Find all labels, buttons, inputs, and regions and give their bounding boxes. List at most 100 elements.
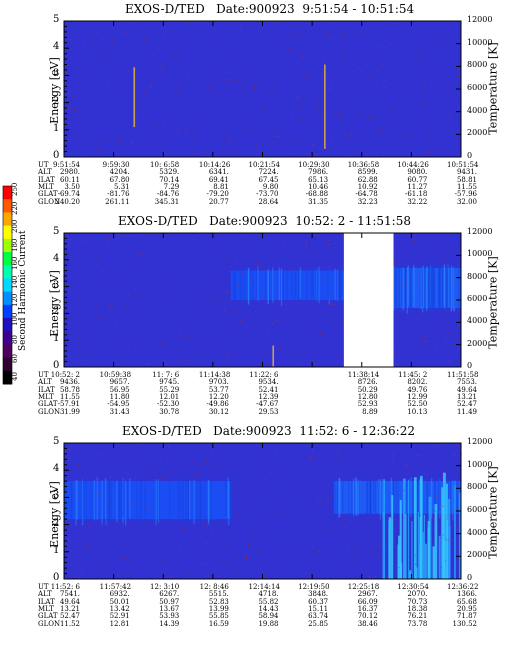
table-cell: 7224. [258, 168, 279, 177]
table-cell: 11:57:42 [99, 583, 132, 591]
table-cell: 9:59:30 [102, 161, 130, 169]
table-cell: 25.85 [308, 619, 329, 628]
table-cell: 130.52 [452, 619, 478, 628]
table-cell: 20.95 [456, 604, 477, 613]
panel-2-heatmap [63, 231, 462, 369]
table-cell: 9:51:54 [53, 161, 80, 169]
table-cell: -49.86 [206, 400, 229, 409]
table-cell: 12.99 [407, 392, 428, 401]
y-tick-label: 3 [53, 68, 60, 80]
data-gap [343, 231, 394, 369]
table-cell: 18.38 [407, 604, 428, 613]
flux-band [64, 477, 232, 526]
table-cell: 10:52: 2 [50, 371, 80, 379]
table-cell: 12.39 [258, 392, 279, 401]
table-cell: 60.11 [59, 175, 80, 184]
y-tick-label: 3 [53, 490, 60, 502]
table-row-label: UT [38, 583, 49, 591]
panel-1-heatmap [63, 20, 462, 158]
table-cell: 6341. [208, 168, 229, 177]
y-tick-label: 4 [53, 41, 60, 53]
table-cell: 12.81 [109, 619, 130, 628]
table-cell: 10:44:26 [397, 161, 429, 169]
table-cell: 69.41 [208, 175, 229, 184]
y2-tick-label: 6000 [467, 83, 488, 92]
table-cell: 4204. [109, 168, 130, 177]
table-cell: 11.52 [59, 619, 80, 628]
table-cell: 8.89 [362, 407, 378, 416]
table-row-label: ILAT [38, 175, 55, 184]
table-cell: 9.80 [262, 182, 279, 191]
colorbar-segment [3, 370, 12, 385]
y-tick-label: 1 [53, 333, 60, 345]
colorbar-segment [3, 199, 12, 213]
table-cell: 11:45: 2 [398, 371, 428, 379]
table-cell: -54.95 [107, 400, 130, 409]
table-cell: 10:21:54 [248, 161, 280, 169]
panel-2-y2label: Temperature [K] [486, 256, 500, 349]
colorbar-segment [3, 331, 12, 345]
table-cell: 9431. [456, 168, 477, 177]
table-cell: -73.70 [256, 190, 279, 199]
table-cell: -68.88 [305, 190, 329, 199]
table-row-label: ALT [38, 590, 52, 599]
table-cell: 53.77 [208, 385, 229, 394]
table-cell: -47.67 [256, 400, 279, 409]
y2-tick-label: 8000 [467, 271, 488, 281]
y-tick-label: 5 [53, 226, 60, 237]
table-cell: 9657. [109, 378, 130, 387]
table-cell: 30.78 [159, 407, 180, 416]
table-cell: 11:51:58 [447, 371, 479, 379]
table-cell: 67.80 [109, 175, 130, 184]
table-cell: 10.13 [407, 407, 428, 416]
table-cell: 11: 7: 6 [152, 371, 180, 379]
table-cell: 11.55 [59, 392, 80, 401]
table-cell: 19.88 [258, 619, 279, 628]
table-cell: 11.49 [456, 407, 477, 416]
table-cell: 50.97 [159, 597, 180, 606]
table-cell: -57.91 [57, 400, 80, 409]
table-cell: -79.20 [206, 190, 229, 199]
y2-tick-label: 12000 [467, 227, 493, 236]
table-cell: 12.01 [159, 392, 180, 401]
y2-tick-label: 2000 [467, 550, 488, 560]
y2-tick-label: 10000 [467, 249, 493, 259]
table-cell: 12:25:18 [347, 583, 380, 591]
y2-tick-label: 10000 [467, 459, 493, 469]
table-row-label: MLT [38, 392, 54, 401]
table-cell: 55.82 [258, 597, 279, 606]
flux-band [393, 263, 461, 316]
table-cell: 2070. [407, 590, 428, 599]
heatmap-background [64, 21, 461, 157]
table-cell: 13.21 [456, 392, 477, 401]
table-cell: 70.73 [407, 597, 428, 606]
table-cell: 49.76 [407, 385, 428, 394]
colorbar-segment [3, 318, 12, 332]
colorbar-tick-label: 40 [11, 372, 19, 381]
table-cell: 52.83 [208, 597, 229, 606]
table-row-label: GLON [38, 619, 61, 628]
y-tick-label: 0 [53, 572, 60, 583]
table-cell: 56.95 [109, 385, 130, 394]
table-cell: 63.74 [308, 612, 329, 621]
y2-tick-label: 4000 [467, 105, 488, 115]
table-cell: 6932. [109, 590, 130, 599]
panel-1-y2label: Temperature [K] [486, 42, 500, 135]
table-cell: 70.14 [159, 175, 180, 184]
table-cell: 8726. [357, 378, 378, 387]
table-cell: 10:51:54 [447, 161, 479, 169]
table-row-label: MLT [38, 182, 54, 191]
table-cell: 11:38:14 [347, 371, 380, 379]
table-cell: 15.11 [308, 604, 329, 613]
table-cell: 60.77 [407, 175, 428, 184]
y-tick-label: 0 [53, 360, 60, 371]
table-cell: 58.94 [258, 612, 279, 621]
colorbar-segment [3, 357, 12, 372]
y2-tick-label: 4000 [467, 316, 488, 326]
colorbar-tick-label: 220 [11, 201, 19, 215]
table-cell: 53.93 [159, 612, 180, 621]
y-tick-label: 4 [53, 463, 60, 475]
table-row-label: UT [38, 161, 49, 169]
table-cell: 16.59 [208, 619, 229, 628]
table-cell: 261.11 [105, 197, 130, 206]
